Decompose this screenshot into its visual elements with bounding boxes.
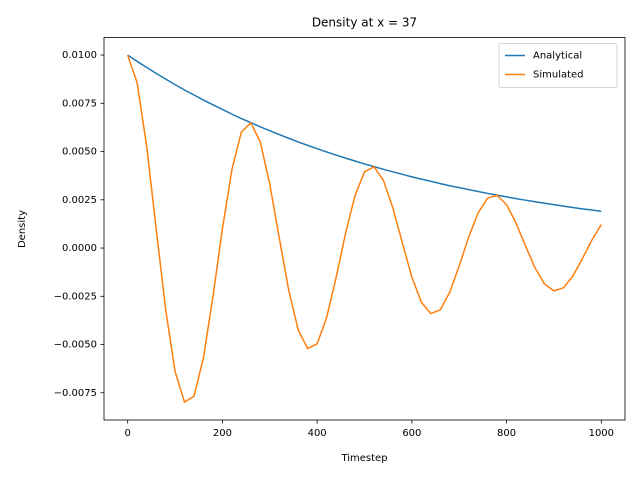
y-tick-label: 0.0025 bbox=[62, 195, 97, 206]
x-tick-label: 1000 bbox=[589, 428, 614, 439]
x-tick-label: 200 bbox=[213, 428, 232, 439]
series-line bbox=[127, 54, 602, 213]
plot-frame bbox=[103, 37, 626, 421]
x-tick-label: 400 bbox=[308, 428, 327, 439]
y-tick-label: −0.0025 bbox=[54, 291, 97, 302]
x-tick-label: 800 bbox=[497, 428, 516, 439]
chart-title: Density at x = 37 bbox=[312, 16, 417, 30]
y-tick-label: 0.0050 bbox=[62, 147, 97, 158]
y-axis-label: Density bbox=[17, 210, 28, 248]
y-tick-label: 0.0075 bbox=[62, 98, 97, 109]
x-tick-label: 0 bbox=[124, 428, 130, 439]
legend-label: Analytical bbox=[533, 51, 582, 62]
y-tick-label: −0.0050 bbox=[54, 340, 97, 351]
legend: Analytical Simulated bbox=[498, 43, 618, 88]
x-tick-label: 600 bbox=[402, 428, 421, 439]
y-tick-label: −0.0075 bbox=[54, 388, 97, 399]
legend-label: Simulated bbox=[533, 70, 584, 81]
legend-box bbox=[498, 43, 618, 88]
series-line bbox=[126, 54, 602, 403]
y-tick-label: 0.0000 bbox=[62, 243, 97, 254]
y-tick-label: 0.0100 bbox=[62, 50, 97, 61]
x-axis-label: Timestep bbox=[340, 453, 387, 464]
